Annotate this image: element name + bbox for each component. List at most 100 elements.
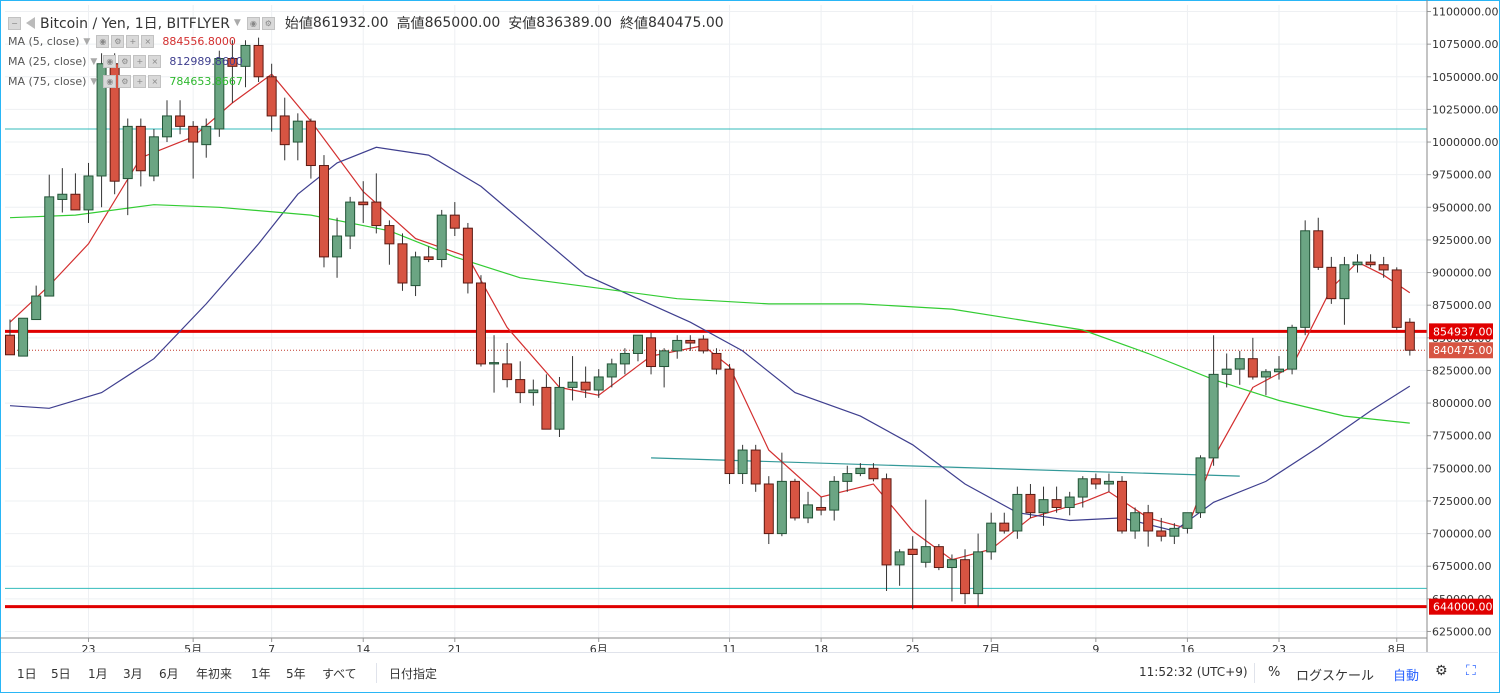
candle[interactable] [646, 332, 657, 375]
candle[interactable] [214, 50, 225, 137]
candle[interactable] [1156, 517, 1167, 542]
candle[interactable] [449, 202, 460, 237]
candle[interactable] [763, 476, 774, 545]
candle[interactable] [803, 491, 814, 524]
candle[interactable] [318, 155, 329, 268]
candle[interactable] [1130, 507, 1141, 539]
candle[interactable] [175, 100, 186, 135]
gear-icon[interactable]: ⚙ [111, 35, 125, 48]
range-ytd-button[interactable]: 年初来 [196, 667, 233, 681]
candle[interactable] [554, 376, 565, 438]
range-1m-button[interactable]: 1月 [88, 667, 108, 681]
candle[interactable] [1234, 350, 1245, 385]
candle[interactable] [305, 118, 316, 179]
candle[interactable] [253, 37, 264, 83]
gear-icon[interactable]: ⚙ [118, 75, 132, 88]
flag-icon[interactable] [26, 17, 35, 29]
candle[interactable] [266, 63, 277, 132]
collapse-icon[interactable]: − [8, 16, 21, 30]
candle[interactable] [18, 317, 29, 357]
candle[interactable] [1025, 483, 1036, 518]
candle[interactable] [148, 128, 159, 182]
log-scale-toggle[interactable]: ログスケール [1296, 669, 1375, 684]
chevron-down-icon[interactable]: ▼ [90, 56, 98, 67]
candle[interactable] [1339, 256, 1350, 325]
candle[interactable] [829, 476, 840, 521]
candle[interactable] [1221, 353, 1232, 388]
eye-icon[interactable]: ◉ [246, 16, 260, 30]
range-all-button[interactable]: すべて [322, 667, 357, 681]
close-icon[interactable]: × [148, 75, 162, 88]
candle[interactable] [907, 536, 918, 610]
candle[interactable] [188, 121, 199, 179]
candle[interactable] [96, 53, 107, 208]
close-icon[interactable]: × [141, 35, 155, 48]
ma5-label[interactable]: MA (5, close) [8, 35, 80, 48]
plus-icon[interactable]: + [126, 35, 140, 48]
candle[interactable] [489, 335, 500, 393]
percent-toggle[interactable]: % [1268, 665, 1281, 680]
candlesticks[interactable] [5, 37, 1415, 610]
candle[interactable] [502, 343, 513, 388]
candle[interactable] [789, 478, 800, 521]
candle[interactable] [1404, 318, 1415, 356]
candle[interactable] [999, 512, 1010, 534]
candle[interactable] [685, 335, 696, 351]
candle[interactable] [1378, 256, 1389, 278]
candle[interactable] [1103, 473, 1114, 492]
candle[interactable] [1326, 256, 1337, 304]
price-axis[interactable]: 1100000.00 1075000.00 1050000.00 1025000.00… [1426, 0, 1498, 652]
candle[interactable] [580, 366, 591, 398]
candle[interactable] [1260, 369, 1271, 396]
candle[interactable] [31, 285, 42, 321]
ma25-label[interactable]: MA (25, close) [8, 55, 87, 68]
candle[interactable] [423, 246, 434, 263]
candle[interactable] [920, 499, 931, 568]
candle[interactable] [1090, 473, 1101, 490]
plus-icon[interactable]: + [133, 55, 147, 68]
gear-icon[interactable]: ⚙ [118, 55, 132, 68]
range-5d-button[interactable]: 5日 [51, 667, 71, 681]
range-3m-button[interactable]: 3月 [123, 667, 143, 681]
candle[interactable] [946, 554, 957, 602]
candle[interactable] [842, 465, 853, 492]
candle[interactable] [1313, 217, 1324, 270]
candle[interactable] [1352, 254, 1363, 273]
candle[interactable] [1274, 356, 1285, 380]
candle[interactable] [1169, 523, 1180, 545]
candle[interactable] [698, 335, 709, 354]
candle[interactable] [436, 209, 447, 268]
candle[interactable] [1287, 324, 1298, 375]
range-1d-button[interactable]: 1日 [17, 667, 37, 681]
candle[interactable] [659, 348, 670, 388]
candle[interactable] [384, 220, 395, 265]
candle[interactable] [475, 275, 486, 367]
candle[interactable] [1077, 476, 1088, 508]
candle[interactable] [1012, 486, 1023, 539]
symbol-label[interactable]: Bitcoin / Yen, 1日, BITFLYER [40, 16, 230, 32]
candle[interactable] [1038, 486, 1049, 526]
candle[interactable] [1064, 491, 1075, 516]
candle[interactable] [70, 173, 81, 211]
ma75-row[interactable]: MA (75, close) ▼ ◉ ⚙ + × 784653.8667 [8, 75, 243, 88]
gear-icon[interactable]: ⚙ [1435, 663, 1448, 679]
ma25-row[interactable]: MA (25, close) ▼ ◉ ⚙ + × 812989.8600 [8, 55, 243, 68]
fullscreen-icon[interactable]: ⛶ [1466, 663, 1476, 679]
candle[interactable] [881, 473, 892, 592]
candle[interactable] [1391, 267, 1402, 330]
candle[interactable] [986, 512, 997, 560]
chevron-down-icon[interactable]: ▼ [83, 36, 91, 47]
candle[interactable] [894, 549, 905, 586]
candle[interactable] [528, 379, 539, 406]
candle[interactable] [44, 174, 55, 297]
ma75-label[interactable]: MA (75, close) [8, 75, 87, 88]
auto-scale-toggle[interactable]: 自動 [1393, 669, 1420, 684]
plus-icon[interactable]: + [133, 75, 147, 88]
gear-icon[interactable]: ⚙ [261, 16, 275, 30]
candle[interactable] [358, 181, 369, 223]
eye-icon[interactable]: ◉ [96, 35, 110, 48]
candle[interactable] [397, 233, 408, 291]
candle[interactable] [1208, 335, 1219, 466]
ma5-row[interactable]: MA (5, close) ▼ ◉ ⚙ + × 884556.8000 [8, 35, 236, 48]
candle[interactable] [345, 196, 356, 250]
